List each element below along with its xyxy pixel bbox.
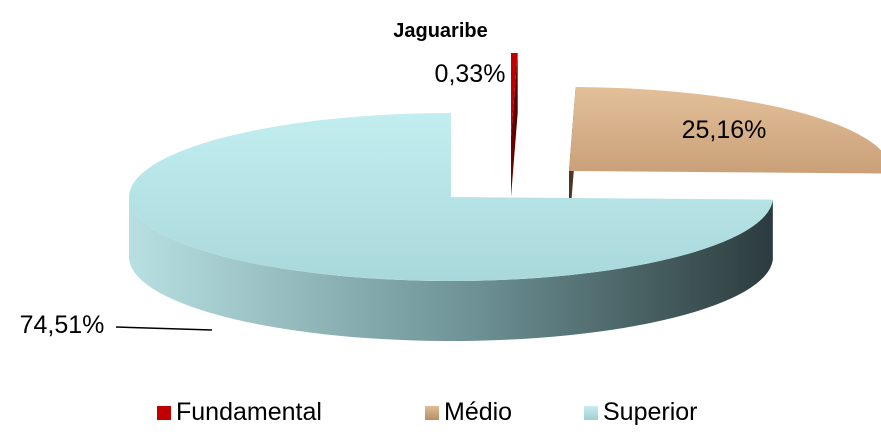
chart-legend: Fundamental Médio Superior	[0, 398, 881, 432]
legend-item-médio: Médio	[425, 398, 512, 427]
legend-swatch-fundamental	[157, 405, 171, 420]
chart-title: Jaguaribe	[393, 20, 488, 42]
pie-slice-superior	[128, 113, 773, 341]
data-label-fundamental: 0,33%	[435, 60, 506, 88]
pie-slice-fundamental	[511, 53, 518, 198]
data-label-médio: 25,16%	[682, 116, 767, 144]
pie-slice-wall-superior	[129, 197, 773, 341]
legend-label-superior: Superior	[603, 398, 698, 426]
pie-chart: 0,33% 25,16% 74,51%	[20, 53, 881, 341]
data-label-superior: 74,51%	[20, 311, 105, 339]
pie-slice-top-superior	[128, 113, 773, 281]
legend-label-médio: Médio	[444, 398, 513, 426]
pie-slice-médio	[569, 87, 881, 231]
pie-slice-cut-fundamental	[511, 53, 518, 198]
legend-swatch-médio	[425, 405, 439, 420]
leader-line-superior	[115, 326, 213, 331]
legend-item-fundamental: Fundamental	[157, 398, 322, 427]
legend-item-superior: Superior	[584, 398, 698, 427]
pie-slice-top-fundamental	[511, 53, 518, 137]
legend-swatch-superior	[584, 405, 598, 420]
pie-slice-top-médio	[569, 87, 881, 174]
legend-label-fundamental: Fundamental	[176, 398, 322, 426]
